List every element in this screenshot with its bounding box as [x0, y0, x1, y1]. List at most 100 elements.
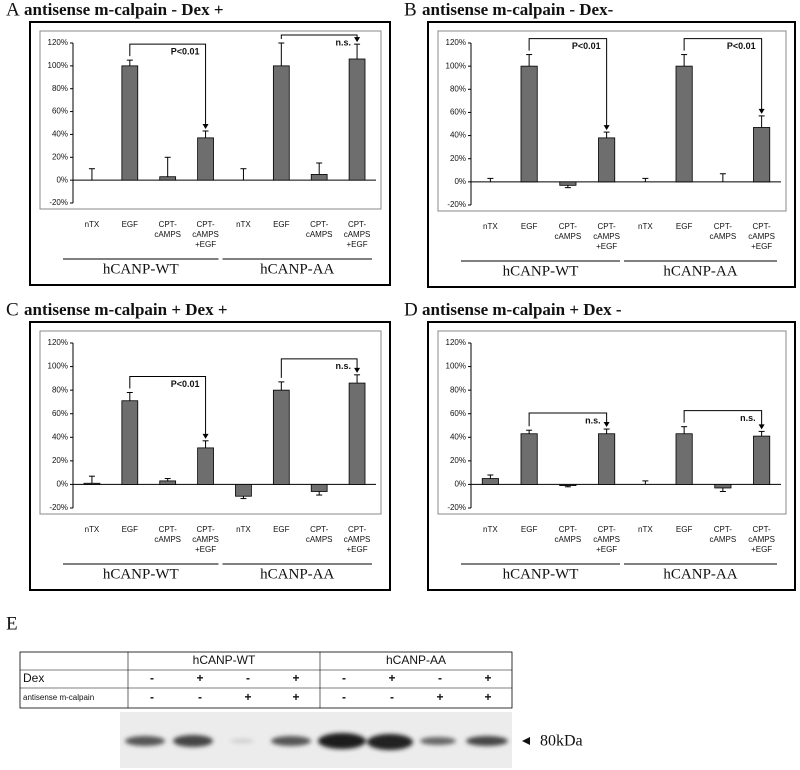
x-tick-label: cAMPS: [306, 535, 333, 544]
table-cell: +: [484, 671, 491, 685]
x-tick-label: CPT-: [714, 222, 733, 231]
panel-title: antisense m-calpain + Dex -: [422, 300, 622, 319]
panel-title: antisense m-calpain - Dex +: [24, 0, 224, 19]
group-label: hCANP-WT: [193, 653, 256, 667]
bar: [753, 435, 771, 485]
marker-arrow: [522, 737, 530, 745]
y-tick-label: 80%: [450, 84, 466, 93]
group-label: hCANP-WT: [103, 566, 179, 582]
comparison-label: P<0.01: [727, 41, 756, 51]
x-tick-label: CPT-: [348, 525, 367, 534]
x-tick-label: cAMPS: [748, 535, 775, 544]
y-tick-label: 0%: [56, 480, 68, 489]
comparison-bracket: [528, 38, 608, 127]
plot-frame: [437, 30, 787, 212]
y-tick-label: -20%: [49, 198, 68, 207]
x-tick-label: CPT-: [310, 220, 329, 229]
comparison-bracket: [683, 38, 763, 110]
x-tick-label: cAMPS: [748, 232, 775, 241]
panel-frame: [427, 21, 796, 288]
panel-title: antisense m-calpain - Dex-: [422, 0, 614, 19]
bar: [598, 433, 616, 485]
table-cell: -: [390, 690, 394, 704]
bar: [310, 174, 328, 181]
x-tick-label: EGF: [676, 222, 693, 231]
table-cell: +: [292, 671, 299, 685]
y-tick-label: 60%: [52, 409, 68, 418]
bar: [481, 478, 499, 485]
x-tick-label: cAMPS: [593, 535, 620, 544]
table-cell: -: [150, 690, 154, 704]
x-tick-label: nTX: [85, 525, 100, 534]
panel-frame: [29, 321, 391, 591]
y-tick-label: 80%: [52, 385, 68, 394]
bar: [559, 484, 577, 487]
panel-frame: [29, 21, 391, 286]
bar: [559, 181, 577, 186]
comparison-bracket: [683, 410, 763, 426]
group-label: hCANP-WT: [503, 263, 579, 279]
y-tick-label: -20%: [49, 503, 68, 512]
comparison-label: P<0.01: [171, 47, 200, 57]
bar: [159, 176, 177, 181]
comparison-label: n.s.: [336, 37, 352, 47]
comparison-bracket: [528, 412, 608, 427]
x-tick-label: CPT-: [753, 222, 772, 231]
x-tick-label: cAMPS: [306, 230, 333, 239]
y-tick-label: 60%: [52, 107, 68, 116]
x-tick-label: CPT-: [196, 525, 215, 534]
y-tick-label: 100%: [48, 61, 68, 70]
marker-label: 80kDa: [540, 733, 583, 750]
comparison-bracket: [129, 43, 207, 125]
x-tick-label: CPT-: [196, 220, 215, 229]
group-label: hCANP-WT: [503, 566, 579, 582]
x-tick-label: cAMPS: [154, 535, 181, 544]
bar: [520, 65, 538, 183]
x-tick-label: nTX: [85, 220, 100, 229]
x-tick-label: +EGF: [347, 545, 368, 554]
comparison-bracket: [280, 358, 358, 378]
comparison-arrow: [758, 424, 765, 430]
x-tick-label: cAMPS: [192, 230, 219, 239]
x-tick-label: +EGF: [347, 240, 368, 249]
x-tick-label: CPT-: [714, 525, 733, 534]
table-cell: +: [436, 690, 443, 704]
y-tick-label: 20%: [450, 456, 466, 465]
bar: [753, 127, 771, 183]
bar: [197, 447, 214, 485]
y-tick-label: 0%: [454, 480, 466, 489]
x-tick-label: cAMPS: [555, 535, 582, 544]
y-tick-label: 20%: [52, 152, 68, 161]
x-tick-label: nTX: [483, 222, 498, 231]
panel-frame: [427, 321, 796, 591]
y-tick-label: 120%: [48, 38, 68, 47]
x-tick-label: EGF: [521, 222, 538, 231]
panel-letter: D: [404, 299, 418, 320]
bar: [121, 65, 139, 181]
table-cell: +: [196, 671, 203, 685]
x-tick-label: nTX: [236, 220, 251, 229]
x-tick-label: cAMPS: [192, 535, 219, 544]
panel-letter: E: [6, 613, 18, 634]
y-tick-label: 100%: [446, 362, 466, 371]
comparison-label: n.s.: [740, 413, 756, 423]
bar: [272, 389, 290, 485]
x-tick-label: nTX: [638, 525, 653, 534]
x-tick-label: CPT-: [598, 222, 617, 231]
x-tick-label: +EGF: [195, 545, 216, 554]
x-tick-label: CPT-: [159, 220, 178, 229]
plot-frame: [437, 330, 787, 515]
x-tick-label: cAMPS: [710, 232, 737, 241]
plot-frame: [39, 330, 382, 515]
comparison-label: P<0.01: [572, 41, 601, 51]
bar: [675, 65, 693, 183]
x-tick-label: +EGF: [596, 545, 617, 554]
table-cell: -: [246, 671, 250, 685]
table-cell: +: [244, 690, 251, 704]
y-tick-label: 100%: [446, 61, 466, 70]
group-label: hCANP-AA: [260, 566, 334, 582]
row-label: antisense m-calpain: [23, 693, 94, 702]
table-cell: +: [292, 690, 299, 704]
x-tick-label: cAMPS: [710, 535, 737, 544]
panel-title: antisense m-calpain + Dex +: [24, 300, 228, 319]
